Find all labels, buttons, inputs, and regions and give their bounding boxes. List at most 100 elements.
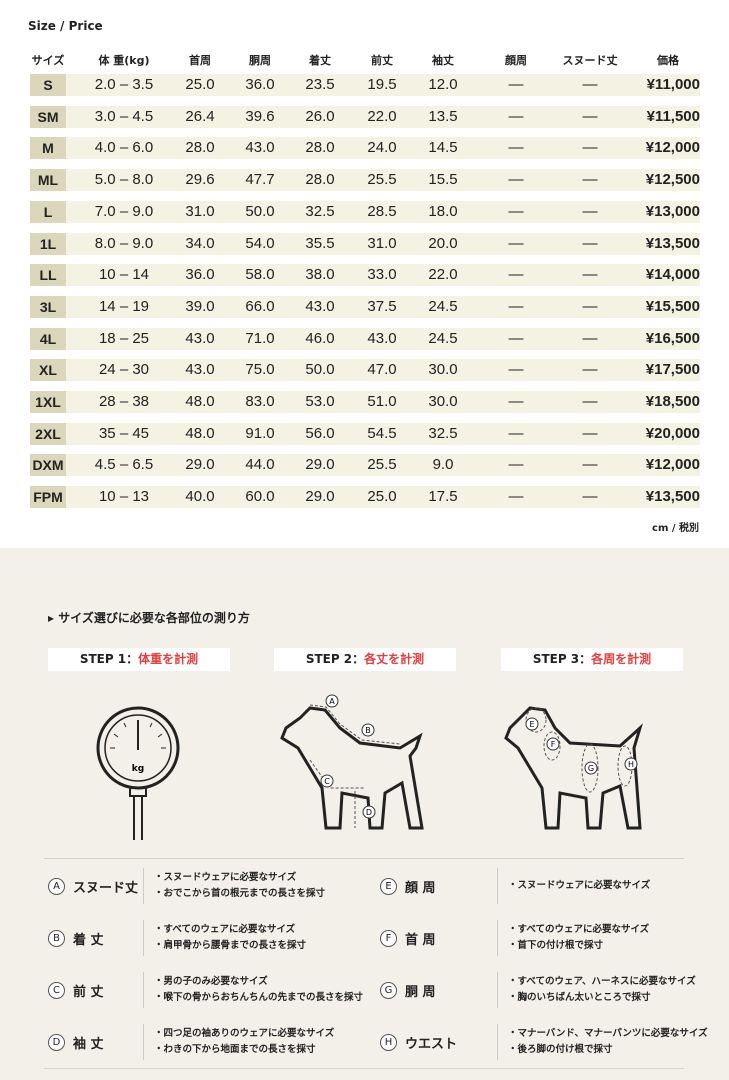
table-row: M 4.0 – 6.0 28.0 43.0 28.0 24.0 14.5 — — ¥12,000 <box>30 137 700 160</box>
desc-line: ・首下の付け根で採寸 <box>508 940 604 951</box>
price-cell: ¥17,500 <box>645 361 700 379</box>
table-cell: — <box>582 329 598 347</box>
table-cell: 60.0 <box>245 488 275 506</box>
legend-item: A スヌード丈 ・スヌードウェアに必要なサイズ ・おでこから首の根元までの長さを採寸 <box>48 866 325 906</box>
table-cell: 22.0 <box>428 266 458 284</box>
table-cell: — <box>582 424 598 442</box>
price-cell: ¥15,500 <box>645 297 700 315</box>
table-cell: — <box>508 202 524 220</box>
price-cell: ¥12,000 <box>645 456 700 474</box>
table-cell: — <box>582 76 598 93</box>
table-cell: 24.0 <box>367 139 397 157</box>
table-cell: 31.0 <box>367 234 397 252</box>
legend-item: G 胴 周 ・すべてのウェア、ハーネスに必要なサイズ ・胸のいちばん太いところで採寸 <box>380 970 696 1010</box>
table-cell: — <box>508 266 524 284</box>
marker-icon: C <box>48 981 65 999</box>
table-cell: — <box>582 171 598 189</box>
size-label: 4L <box>30 327 66 350</box>
table-row: S 2.0 – 3.5 25.0 36.0 23.5 19.5 12.0 — — ¥11,000 <box>30 74 700 96</box>
table-cell: 30.0 <box>428 393 458 410</box>
table-cell: 9.0 <box>432 456 454 474</box>
table-cell: 71.0 <box>245 329 275 347</box>
table-cell: 37.5 <box>367 297 397 315</box>
marker-icon: G <box>380 981 397 999</box>
price-cell: ¥11,000 <box>646 76 700 93</box>
table-cell: 10 – 13 <box>98 488 150 506</box>
table-cell: 32.5 <box>428 424 458 442</box>
table-cell: 8.0 – 9.0 <box>94 234 154 252</box>
desc-line: ・喉下の骨からおちんちんの先までの長さを採寸 <box>154 992 364 1003</box>
table-cell: — <box>508 424 524 442</box>
table-cell: — <box>508 171 524 189</box>
price-cell: ¥13,000 <box>645 202 700 220</box>
table-cell: 19.5 <box>367 76 397 93</box>
table-cell: — <box>582 266 598 284</box>
desc-line: ・すべてのウェアに必要なサイズ <box>154 924 296 935</box>
table-cell: 26.0 <box>305 107 335 125</box>
size-label: DXM <box>30 454 66 477</box>
desc-line: ・マナーバンド、マナーパンツに必要なサイズ <box>508 1028 708 1039</box>
price-cell: ¥12,000 <box>645 139 700 157</box>
table-cell: 5.0 – 8.0 <box>94 171 154 189</box>
table-cell: 35.5 <box>305 234 335 252</box>
price-cell: ¥20,000 <box>645 424 700 442</box>
table-cell: 54.0 <box>245 234 275 252</box>
step-2: STEP 2：各丈を計測 <box>274 648 456 671</box>
table-cell: 25.0 <box>185 76 215 93</box>
table-cell: 83.0 <box>245 393 275 410</box>
size-label: XL <box>30 359 66 382</box>
desc-line: ・スヌードウェアに必要なサイズ <box>154 872 297 883</box>
size-label: 2XL <box>30 422 66 445</box>
table-cell: 43.0 <box>185 329 215 347</box>
table-cell: 43.0 <box>185 361 215 379</box>
size-label: LL <box>30 264 66 287</box>
table-cell: 75.0 <box>245 361 275 379</box>
size-label: L <box>30 200 66 223</box>
table-cell: 25.5 <box>367 171 397 189</box>
table-cell: 20.0 <box>428 234 458 252</box>
desc-line: ・おでこから首の根元までの長さを採寸 <box>154 888 326 899</box>
column-header: スヌード丈 <box>562 54 618 67</box>
column-header: 着丈 <box>309 54 331 67</box>
table-cell: 40.0 <box>185 488 215 506</box>
table-cell: 25.0 <box>367 488 397 506</box>
price-cell: ¥12,500 <box>645 171 700 189</box>
table-cell: 39.0 <box>185 297 215 315</box>
table-cell: — <box>508 76 524 93</box>
price-cell: ¥13,500 <box>645 488 700 506</box>
legend-name: 前 丈 <box>73 984 104 1000</box>
table-cell: 33.0 <box>367 266 397 284</box>
table-cell: 66.0 <box>245 297 275 315</box>
legend-name: 袖 丈 <box>73 1036 104 1052</box>
table-row: XL 24 – 30 43.0 75.0 50.0 47.0 30.0 — — ¥17,500 <box>30 359 700 382</box>
column-header: 価格 <box>657 54 679 67</box>
table-cell: 30.0 <box>428 361 458 379</box>
table-cell: 28.0 <box>185 139 215 157</box>
table-cell: — <box>582 361 598 379</box>
table-row: L 7.0 – 9.0 31.0 50.0 32.5 28.5 18.0 — — ¥13,000 <box>30 200 700 223</box>
table-cell: — <box>508 234 524 252</box>
table-cell: 29.0 <box>305 456 335 474</box>
svg-text:A: A <box>329 697 335 706</box>
size-label: FPM <box>30 486 66 509</box>
table-cell: — <box>508 329 524 347</box>
table-cell: 2.0 – 3.5 <box>94 76 154 93</box>
table-cell: 48.0 <box>185 424 215 442</box>
table-cell: 44.0 <box>245 456 275 474</box>
price-cell: ¥14,000 <box>645 266 700 284</box>
marker-icon: E <box>380 877 397 895</box>
table-cell: 56.0 <box>305 424 335 442</box>
table-cell: — <box>582 393 598 410</box>
desc-line: ・男の子のみ必要なサイズ <box>154 976 268 987</box>
legend-desc: ・すべてのウェアに必要なサイズ ・肩甲骨から腰骨までの長さを採寸 <box>143 920 306 956</box>
table-cell: 3.0 – 4.5 <box>94 107 154 125</box>
step-1: STEP 1：体重を計測 <box>48 648 230 671</box>
table-cell: 50.0 <box>305 361 335 379</box>
table-cell: 26.4 <box>185 107 215 125</box>
page-title: Size / Price <box>28 19 103 33</box>
table-cell: 43.0 <box>245 139 275 157</box>
table-row: SM 3.0 – 4.5 26.4 39.6 26.0 22.0 13.5 — — ¥11,500 <box>30 105 700 128</box>
column-header: 前丈 <box>371 54 393 67</box>
table-cell: 23.5 <box>305 76 335 93</box>
svg-text:H: H <box>628 760 634 769</box>
